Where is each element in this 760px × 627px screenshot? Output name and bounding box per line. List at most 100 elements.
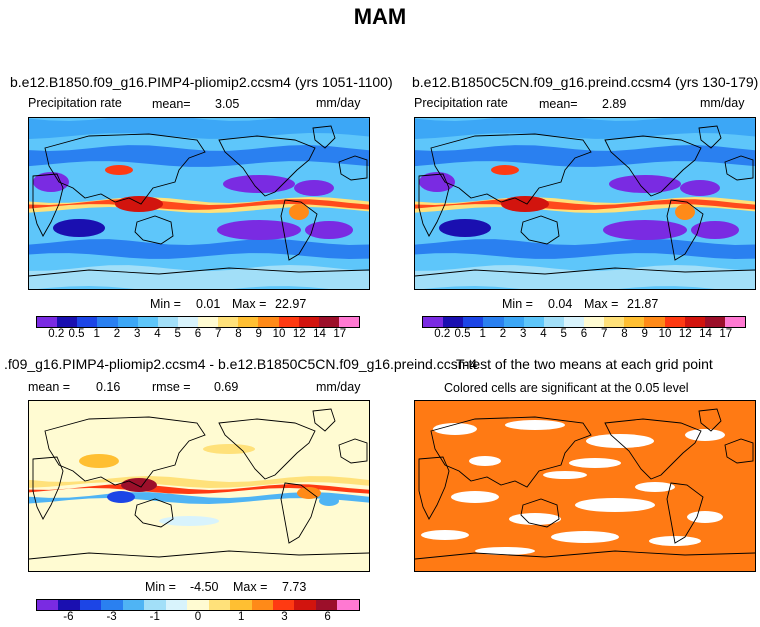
colorbar-tick-label: 8 <box>621 328 628 340</box>
colorbar-tick-label: 3 <box>520 328 527 340</box>
panel1-title: b.e12.B1850.f09_g16.PIMP4-pliomip2.ccsm4… <box>10 74 393 90</box>
warm-pool-maximum <box>501 196 549 212</box>
north-america-coastline <box>218 418 316 480</box>
colorbar-tick-label: 5 <box>174 328 181 340</box>
dry-zone-south-pacific <box>603 220 687 240</box>
not-significant-region <box>433 423 477 435</box>
colorbar-swatch <box>198 317 219 327</box>
colorbar-swatch <box>503 317 524 327</box>
colorbar-tick-label: 9 <box>641 328 648 340</box>
africa-coastline <box>32 456 64 520</box>
polar-band-north <box>415 118 755 139</box>
panel3-colorbar: -6 -3 -1 0 1 3 6 <box>36 599 360 625</box>
panel1-units: mm/day <box>316 96 361 110</box>
africa-coastline <box>32 173 64 237</box>
south-america-coastline <box>280 482 318 544</box>
south-america-coastline <box>666 199 704 261</box>
not-significant-region <box>505 420 565 430</box>
diff-positive-north-pacific <box>203 444 255 454</box>
panel2-units: mm/day <box>700 96 745 110</box>
panel2-colorbar: 0.2 0.5 1 2 3 4 5 6 7 8 9 10 12 14 17 <box>422 316 746 342</box>
colorbar-tick-label: 12 <box>678 328 692 340</box>
colorbar-tick-label: 4 <box>154 328 161 340</box>
panel4-ttest-map <box>414 400 756 572</box>
amazon-maximum <box>289 204 309 220</box>
warm-pool-maximum <box>115 196 163 212</box>
panel3-rmse-label: rmse = <box>152 380 191 394</box>
north-america-coastline <box>604 418 702 480</box>
asia-coastline <box>430 133 592 205</box>
colorbar-swatch <box>37 317 58 327</box>
colorbar-tick-label: 6 <box>324 611 331 623</box>
polar-band-north <box>29 118 369 139</box>
colorbar-tick-label: 10 <box>272 328 286 340</box>
colorbar-swatch <box>208 600 231 610</box>
panel2-title: b.e12.B1850C5CN.f09_g16.preind.ccsm4 (yr… <box>412 74 759 90</box>
colorbar-tick-label: 6 <box>194 328 202 340</box>
panel1-colorbar-swatches <box>36 316 360 328</box>
colorbar-tick-label: 0.2 <box>434 328 451 340</box>
africa-coastline <box>418 173 450 237</box>
colorbar-swatch <box>177 317 198 327</box>
colorbar-swatch <box>294 600 316 610</box>
dry-zone-south-atlantic <box>305 221 353 239</box>
dry-zone-north-atlantic <box>294 180 334 196</box>
not-significant-region <box>685 429 725 441</box>
australia-coastline <box>520 498 560 528</box>
north-america-coastline <box>218 135 316 197</box>
colorbar-swatch <box>79 600 102 610</box>
dry-zone-sahara <box>419 172 455 192</box>
colorbar-swatch <box>251 600 273 610</box>
panel2-min-value: 0.04 <box>548 297 573 311</box>
dry-zone-south-atlantic <box>691 221 739 239</box>
colorbar-tick-label: 17 <box>719 328 733 340</box>
diff-negative-atlantic <box>319 496 339 506</box>
europe-coastline <box>724 438 754 464</box>
not-significant-region <box>551 531 619 543</box>
colorbar-swatch <box>218 317 239 327</box>
colorbar-swatch <box>165 600 188 610</box>
diff-positive-band <box>29 476 369 488</box>
not-significant-region <box>569 458 621 468</box>
panel3-units: mm/day <box>316 380 361 394</box>
panel3-min-value: -4.50 <box>190 580 219 594</box>
greenland-coastline <box>312 408 336 432</box>
panel4-subtitle: Colored cells are significant at the 0.0… <box>444 381 689 395</box>
asia-monsoon-maximum <box>105 165 133 175</box>
dry-zone-indian <box>53 219 105 237</box>
antarctica-coastline <box>415 267 755 277</box>
colorbar-tick-label: 1 <box>93 328 100 340</box>
storm-track-north <box>29 145 369 167</box>
panel3-difference-map <box>28 400 370 572</box>
greenland-coastline <box>698 408 722 432</box>
panel2-min-label: Min = <box>502 297 533 311</box>
dry-zone-indian <box>439 219 491 237</box>
colorbar-swatch <box>101 600 123 610</box>
asia-monsoon-maximum <box>491 165 519 175</box>
panel1-colorbar: 0.2 0.5 1 2 3 4 5 6 7 8 9 10 12 14 17 <box>36 316 360 342</box>
greenland-coastline <box>698 125 722 149</box>
colorbar-swatch <box>122 600 145 610</box>
colorbar-tick-label: 4 <box>540 328 547 340</box>
colorbar-swatch <box>664 317 685 327</box>
colorbar-tick-label: 10 <box>658 328 672 340</box>
colorbar-tick-label: 14 <box>699 328 712 340</box>
colorbar-swatch <box>523 317 544 327</box>
colorbar-tick-label: 7 <box>215 328 222 340</box>
colorbar-swatch <box>604 317 625 327</box>
colorbar-tick-label: 8 <box>235 328 242 340</box>
panel1-max-value: 22.97 <box>275 297 307 311</box>
not-significant-region <box>475 547 535 555</box>
colorbar-swatch <box>258 317 279 327</box>
colorbar-swatch <box>584 317 605 327</box>
asia-coastline <box>44 416 206 488</box>
panel1-variable: Precipitation rate <box>28 96 122 110</box>
africa-coastline <box>418 456 450 520</box>
panel1-mean-value: 3.05 <box>215 97 240 111</box>
colorbar-swatch <box>483 317 504 327</box>
colorbar-tick-label: 1 <box>479 328 486 340</box>
colorbar-swatch <box>724 317 745 327</box>
storm-track-north <box>415 145 755 167</box>
colorbar-swatch <box>77 317 98 327</box>
colorbar-tick-label: 0.5 <box>454 328 471 340</box>
